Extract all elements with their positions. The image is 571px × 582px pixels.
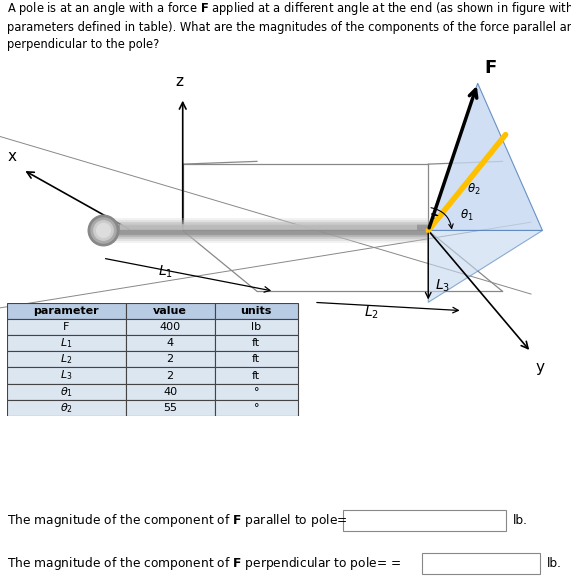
Text: F: F xyxy=(485,59,497,77)
Text: ⒸⓘⓢⓂ: ⒸⓘⓢⓂ xyxy=(7,352,50,370)
Bar xyxy=(215,352,298,367)
Bar xyxy=(7,352,126,367)
Text: F: F xyxy=(63,322,70,332)
Text: 40: 40 xyxy=(163,387,177,397)
Text: 400: 400 xyxy=(160,322,180,332)
Text: °: ° xyxy=(254,403,259,413)
Bar xyxy=(215,335,298,352)
Text: parameter: parameter xyxy=(34,306,99,316)
Bar xyxy=(215,303,298,319)
Text: ft: ft xyxy=(252,354,260,364)
Text: 55: 55 xyxy=(163,403,177,413)
Text: x: x xyxy=(8,149,17,164)
Text: The magnitude of the component of $\mathbf{F}$ parallel to pole=: The magnitude of the component of $\math… xyxy=(7,512,347,529)
Text: 2: 2 xyxy=(167,371,174,381)
Bar xyxy=(7,400,126,416)
Text: $\theta_2$: $\theta_2$ xyxy=(60,401,73,415)
Text: A pole is at an angle with a force $\mathbf{F}$ applied at a different angle at : A pole is at an angle with a force $\mat… xyxy=(7,0,571,51)
Bar xyxy=(7,367,126,384)
Text: °: ° xyxy=(254,387,259,397)
Text: $L_3$: $L_3$ xyxy=(60,369,73,382)
Text: units: units xyxy=(240,306,272,316)
Text: ft: ft xyxy=(252,338,260,348)
Text: lb.: lb. xyxy=(513,514,528,527)
Text: $L_2$: $L_2$ xyxy=(364,304,379,321)
Text: 2021 Cathy Zupke: 2021 Cathy Zupke xyxy=(7,378,103,388)
Text: The magnitude of the component of $\mathbf{F}$ perpendicular to pole= =: The magnitude of the component of $\math… xyxy=(7,555,401,572)
Bar xyxy=(421,553,540,574)
Text: $\theta_2$: $\theta_2$ xyxy=(467,182,481,197)
Text: ft: ft xyxy=(252,371,260,381)
Text: lb: lb xyxy=(251,322,262,332)
Bar xyxy=(126,367,215,384)
Bar xyxy=(215,319,298,335)
Bar xyxy=(126,384,215,400)
Text: 2: 2 xyxy=(167,354,174,364)
Bar xyxy=(7,319,126,335)
Bar xyxy=(7,335,126,352)
Bar xyxy=(215,400,298,416)
Bar xyxy=(126,303,215,319)
Bar xyxy=(126,352,215,367)
Bar xyxy=(215,367,298,384)
Bar xyxy=(343,510,506,531)
Bar xyxy=(126,335,215,352)
Bar xyxy=(126,319,215,335)
Bar xyxy=(7,303,126,319)
Polygon shape xyxy=(428,230,542,303)
Text: z: z xyxy=(176,74,184,90)
Text: $\theta_1$: $\theta_1$ xyxy=(60,385,73,399)
Bar xyxy=(215,384,298,400)
Text: $L_3$: $L_3$ xyxy=(435,278,450,294)
Polygon shape xyxy=(428,83,542,230)
Bar xyxy=(7,384,126,400)
Text: $L_1$: $L_1$ xyxy=(60,336,73,350)
Text: $L_2$: $L_2$ xyxy=(60,353,73,366)
Text: $L_1$: $L_1$ xyxy=(158,264,173,280)
Text: $\theta_1$: $\theta_1$ xyxy=(460,207,473,222)
Text: value: value xyxy=(153,306,187,316)
Text: y: y xyxy=(535,360,544,375)
Text: lb.: lb. xyxy=(547,557,562,570)
Bar xyxy=(126,400,215,416)
Text: 4: 4 xyxy=(167,338,174,348)
